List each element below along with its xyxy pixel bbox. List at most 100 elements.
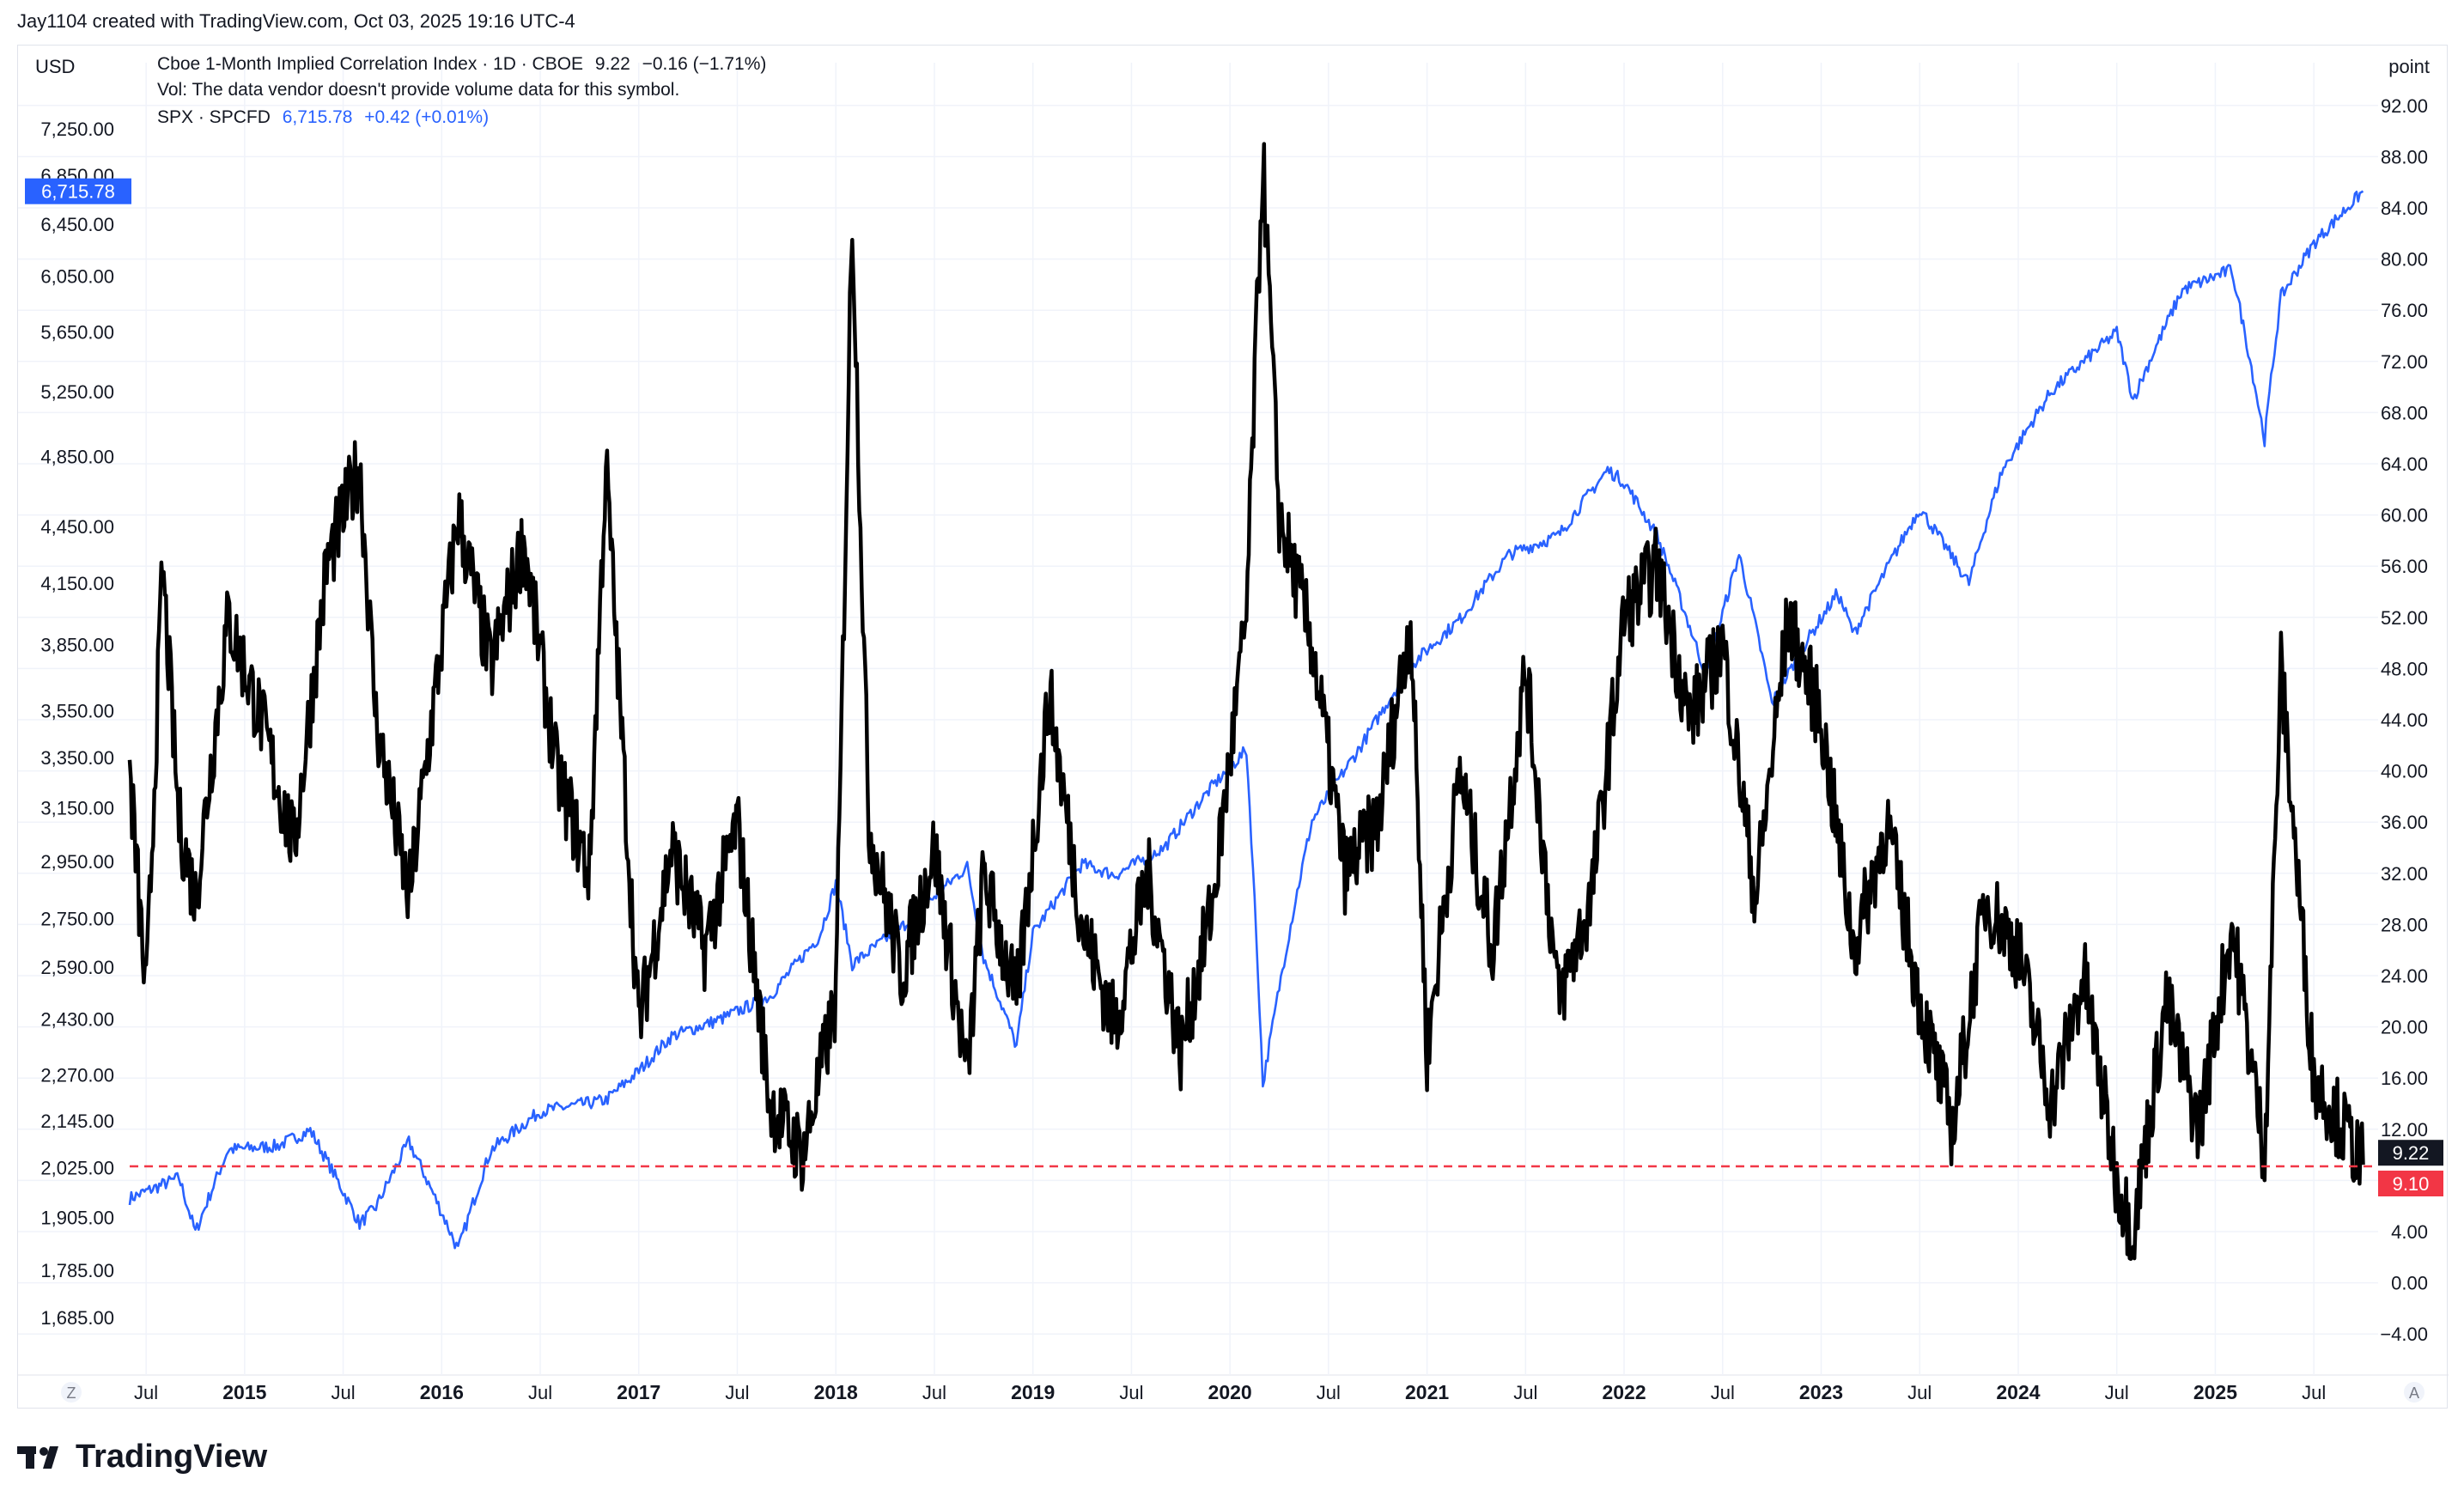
time-axis-label-1: 2015: [222, 1381, 266, 1403]
left-axis-tick-label-22: 1,685.00: [40, 1307, 114, 1329]
time-axis-label-21: 2025: [2193, 1381, 2237, 1403]
time-axis-label-20: Jul: [2105, 1382, 2129, 1403]
left-axis-tick-label-14: 2,750.00: [40, 908, 114, 929]
right-axis-tick-label-2: 84.00: [2381, 198, 2428, 219]
left-axis-tick-label-12: 3,150.00: [40, 798, 114, 819]
svg-text:A: A: [2409, 1384, 2419, 1402]
right-axis-tick-label-4: 76.00: [2381, 300, 2428, 321]
time-axis-label-7: 2018: [814, 1381, 858, 1403]
left-axis-tick-label-5: 5,250.00: [40, 381, 114, 403]
legend-corr-name: Cboe 1-Month Implied Correlation Index ·…: [157, 54, 584, 74]
legend-spx-value: 6,715.78: [282, 107, 353, 127]
time-axis: Jul 2015 Jul 2016 Jul 2017 Jul 2018 Jul 2019 Jul 20…: [61, 1381, 2424, 1403]
left-axis-tick-label-8: 4,150.00: [40, 573, 114, 594]
legend-spx-name: SPX · SPCFD: [157, 107, 271, 127]
chart-svg[interactable]: 7,250.006,850.006,450.006,050.005,650.00…: [18, 46, 2449, 1409]
left-axis-tick-label-10: 3,550.00: [40, 700, 114, 721]
right-axis-tick-label-24: −4.00: [2380, 1323, 2428, 1345]
right-axis-tick-label-14: 36.00: [2381, 812, 2428, 833]
time-axis-label-14: Jul: [1513, 1382, 1537, 1403]
left-axis-tick-label-4: 5,650.00: [40, 322, 114, 344]
left-price-badge: 6,715.78: [25, 178, 131, 204]
right-axis-tick-label-22: 4.00: [2391, 1221, 2428, 1243]
legend-corr-change: −0.16 (−1.71%): [642, 54, 767, 74]
right-axis-tick-label-17: 24.00: [2381, 965, 2428, 987]
left-axis-tick-label-19: 2,025.00: [40, 1158, 114, 1179]
time-axis-label-12: Jul: [1317, 1382, 1341, 1403]
left-axis-tick-label-7: 4,450.00: [40, 516, 114, 538]
chart-frame[interactable]: 7,250.00 6,850.00 6,450.00 6,050.00 5,650.00…: [17, 45, 2449, 1409]
svg-text:9.10: 9.10: [2393, 1173, 2430, 1195]
left-axis-tick-label-18: 2,145.00: [40, 1111, 114, 1132]
time-axis-label-0: Jul: [134, 1382, 158, 1403]
right-line-value-badge: 9.10: [2378, 1171, 2443, 1197]
legend-spx-change: +0.42 (+0.01%): [364, 107, 490, 127]
scale-z-button[interactable]: Z: [61, 1382, 82, 1403]
time-axis-label-11: 2020: [1208, 1381, 1252, 1403]
right-axis-tick-label-15: 32.00: [2381, 863, 2428, 885]
right-axis: 92.00 88.00 84.00 80.00 76.00 72.00 68.00 64.00…: [2378, 56, 2443, 1345]
right-axis-tick-label-11: 48.00: [2381, 658, 2428, 679]
right-last-value-badge: 9.22: [2378, 1140, 2443, 1166]
time-axis-label-3: 2016: [420, 1381, 464, 1403]
left-axis: 7,250.006,850.006,450.006,050.005,650.00…: [25, 56, 131, 1329]
tradingview-logo[interactable]: TradingView: [17, 1439, 267, 1476]
time-axis-label-16: Jul: [1711, 1382, 1735, 1403]
right-axis-tick-label-16: 28.00: [2381, 914, 2428, 935]
left-axis-currency: USD: [35, 56, 75, 77]
right-axis-tick-label-5: 72.00: [2381, 351, 2428, 373]
left-axis-tick-label-9: 3,850.00: [40, 634, 114, 655]
left-axis-tick-label-17: 2,270.00: [40, 1064, 114, 1086]
right-axis-tick-label-9: 56.00: [2381, 556, 2428, 577]
left-axis-tick-label-21: 1,785.00: [40, 1260, 114, 1281]
tradingview-logo-icon: [17, 1445, 58, 1469]
series-corr-line[interactable]: [127, 142, 2365, 1262]
right-axis-tick-label-19: 16.00: [2381, 1068, 2428, 1089]
left-axis-tick-label-20: 1,905.00: [40, 1208, 114, 1229]
grid-lines: [18, 63, 2449, 1376]
plot-area[interactable]: [127, 142, 2373, 1262]
left-axis-tick-label-3: 6,050.00: [40, 266, 114, 288]
svg-text:Z: Z: [67, 1384, 76, 1402]
right-axis-tick-label-0: 92.00: [2381, 95, 2428, 117]
time-axis-label-17: 2023: [1799, 1381, 1843, 1403]
time-axis-label-8: Jul: [922, 1382, 946, 1403]
left-axis-tick-label-13: 2,950.00: [40, 851, 114, 873]
left-axis-tick-label-2: 6,450.00: [40, 214, 114, 235]
left-axis-tick-label-0: 7,250.00: [40, 119, 114, 140]
left-axis-tick-label-11: 3,350.00: [40, 747, 114, 769]
right-axis-tick-label-8: 60.00: [2381, 505, 2428, 526]
time-axis-label-5: 2017: [617, 1381, 660, 1403]
legend-row-spx[interactable]: SPX · SPCFD 6,715.78 +0.42 (+0.01%): [157, 107, 496, 128]
svg-text:6,715.78: 6,715.78: [41, 181, 115, 203]
time-axis-label-19: 2024: [1996, 1381, 2040, 1403]
right-axis-tick-label-10: 52.00: [2381, 607, 2428, 629]
time-axis-label-10: Jul: [1119, 1382, 1143, 1403]
left-axis-tick-label-16: 2,430.00: [40, 1009, 114, 1031]
right-axis-tick-label-7: 64.00: [2381, 453, 2428, 475]
tradingview-logo-text: TradingView: [76, 1439, 268, 1475]
time-axis-label-6: Jul: [725, 1382, 749, 1403]
legend-row-volume[interactable]: Vol: The data vendor doesn't provide vol…: [157, 80, 686, 100]
left-axis-tick-label-6: 4,850.00: [40, 446, 114, 467]
right-axis-unit: point: [2388, 56, 2430, 77]
right-axis-tick-label-1: 88.00: [2381, 146, 2428, 167]
time-axis-label-15: 2022: [1602, 1381, 1646, 1403]
right-axis-tick-label-23: 0.00: [2391, 1273, 2428, 1294]
left-axis-tick-label-15: 2,590.00: [40, 957, 114, 978]
time-axis-label-13: 2021: [1405, 1381, 1449, 1403]
time-axis-label-18: Jul: [1907, 1382, 1932, 1403]
time-axis-label-4: Jul: [528, 1382, 552, 1403]
scale-a-button[interactable]: A: [2404, 1382, 2424, 1403]
right-axis-tick-label-20: 12.00: [2381, 1119, 2428, 1141]
right-axis-tick-label-3: 80.00: [2381, 249, 2428, 271]
legend-corr-value: 9.22: [594, 54, 630, 74]
legend-row-corr[interactable]: Cboe 1-Month Implied Correlation Index ·…: [157, 54, 773, 75]
legend-volume-text: Vol: The data vendor doesn't provide vol…: [157, 80, 680, 100]
right-axis-tick-label-18: 20.00: [2381, 1017, 2428, 1038]
right-axis-tick-label-13: 40.00: [2381, 761, 2428, 782]
right-axis-tick-label-12: 44.00: [2381, 709, 2428, 731]
right-axis-tick-label-6: 68.00: [2381, 402, 2428, 423]
time-axis-label-2: Jul: [332, 1382, 356, 1403]
series-spx-line[interactable]: [128, 190, 2364, 1250]
